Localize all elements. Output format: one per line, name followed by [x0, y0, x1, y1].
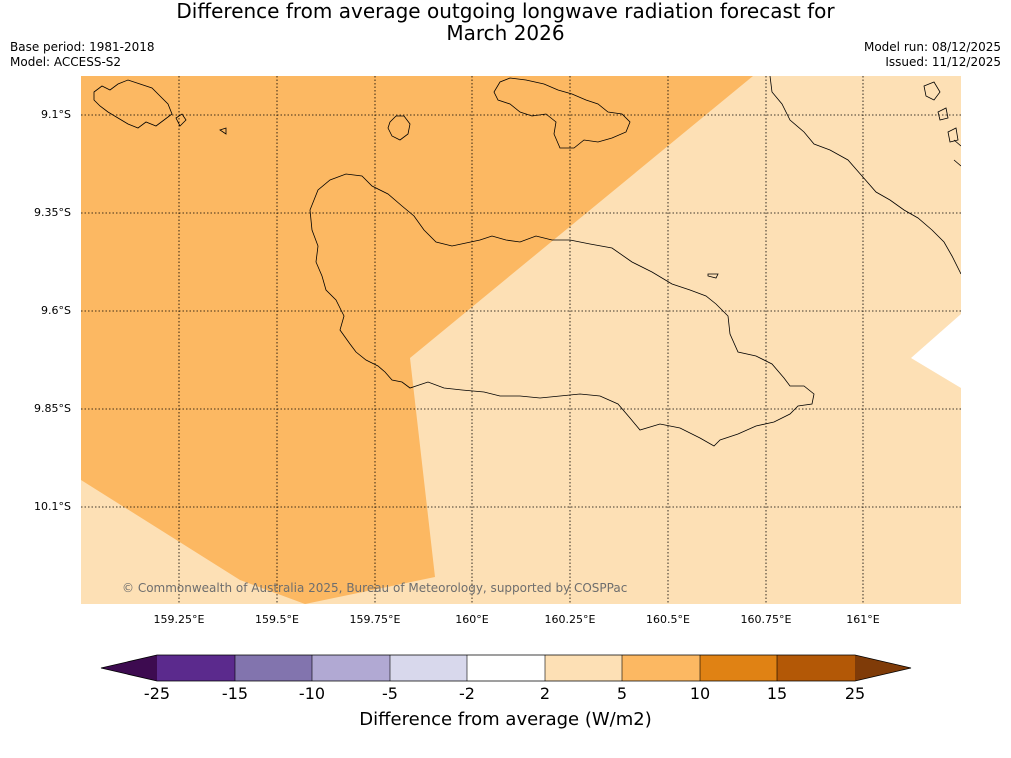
malaita-north-islets — [923, 81, 959, 143]
base-period: Base period: 1981-2018 — [10, 40, 155, 54]
colorbar-tick-label: 5 — [616, 684, 628, 703]
model-run: Model run: 08/12/2025 — [863, 40, 1001, 54]
lat-label: 10.1°S — [34, 500, 71, 513]
colorbar-segment-2 — [235, 655, 312, 681]
colorbar-segment-4 — [390, 655, 467, 681]
anomaly-band-5-10 — [81, 76, 753, 604]
lat-label: 9.85°S — [34, 402, 71, 415]
colorbar-extend-high — [855, 655, 911, 681]
colorbar-tick-label: -25 — [143, 684, 171, 703]
guadalcanal-coast — [309, 173, 815, 447]
lon-label: 159.5°E — [255, 613, 299, 626]
colorbar-segment-6 — [545, 655, 622, 681]
colorbar-outline — [100, 654, 912, 682]
lon-label: 161°E — [846, 613, 880, 626]
coastlines — [93, 76, 961, 447]
malaita-coast — [769, 76, 961, 275]
lat-label: 9.35°S — [34, 206, 71, 219]
colorbar-title: Difference from average (W/m2) — [359, 709, 652, 730]
islet-1 — [175, 113, 187, 127]
malaita-east-edge — [953, 139, 961, 167]
chart-title: Difference from average outgoing longwav… — [0, 0, 1011, 44]
colorbar-segment-3 — [312, 655, 390, 681]
colorbar-tick-label: 10 — [689, 684, 711, 703]
lon-label: 159.75°E — [349, 613, 401, 626]
anomaly-band-neutral — [911, 314, 961, 388]
colorbar-segment-7 — [622, 655, 700, 681]
lon-label: 159.25°E — [153, 613, 205, 626]
islet-3 — [707, 273, 719, 279]
colorbar-tick-label: 15 — [766, 684, 788, 703]
savo-island-coast — [387, 115, 411, 141]
title-line-1: Difference from average outgoing longwav… — [176, 0, 835, 23]
colorbar-segment-1 — [157, 655, 235, 681]
colorbar-tick-label: -5 — [382, 684, 398, 703]
map-area: © Commonwealth of Australia 2025, Bureau… — [81, 76, 961, 604]
lat-label: 9.6°S — [41, 304, 71, 317]
model-name: Model: ACCESS-S2 — [10, 55, 122, 69]
colorbar — [100, 654, 912, 682]
colorbar-tick-label: -15 — [221, 684, 249, 703]
meta-left: Base period: 1981-2018 Model: ACCESS-S2 — [10, 40, 155, 70]
lon-label: 160.25°E — [544, 613, 596, 626]
lon-label: 160°E — [455, 613, 489, 626]
lon-label: 160.75°E — [740, 613, 792, 626]
colorbar-tick-label: 2 — [539, 684, 551, 703]
colorbar-segment-9 — [777, 655, 855, 681]
colorbar-extend-low — [101, 655, 157, 681]
florida-islands-coast — [493, 77, 631, 149]
credit-text: © Commonwealth of Australia 2025, Bureau… — [122, 581, 627, 595]
colorbar-segment-8 — [700, 655, 777, 681]
russell-islands-coast — [93, 79, 173, 129]
lon-label: 160.5°E — [646, 613, 690, 626]
issued-date: Issued: 11/12/2025 — [885, 55, 1001, 69]
colorbar-tick-label: 25 — [844, 684, 866, 703]
grid-lines — [81, 76, 961, 604]
colorbar-tick-label: -2 — [459, 684, 475, 703]
islet-2 — [219, 127, 227, 135]
lat-label: 9.1°S — [41, 108, 71, 121]
colorbar-segment-5 — [467, 655, 545, 681]
title-line-2: March 2026 — [446, 21, 565, 45]
meta-right: Model run: 08/12/2025 Issued: 11/12/2025 — [864, 40, 1001, 70]
colorbar-tick-label: -10 — [298, 684, 326, 703]
